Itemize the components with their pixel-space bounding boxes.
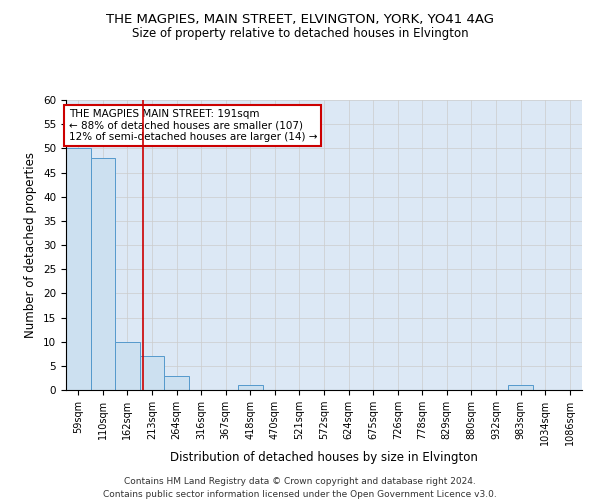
Bar bbox=[66, 148, 91, 390]
X-axis label: Distribution of detached houses by size in Elvington: Distribution of detached houses by size … bbox=[170, 450, 478, 464]
Text: THE MAGPIES MAIN STREET: 191sqm
← 88% of detached houses are smaller (107)
12% o: THE MAGPIES MAIN STREET: 191sqm ← 88% of… bbox=[68, 108, 317, 142]
Bar bbox=[164, 376, 189, 390]
Text: Size of property relative to detached houses in Elvington: Size of property relative to detached ho… bbox=[131, 28, 469, 40]
Text: Contains HM Land Registry data © Crown copyright and database right 2024.: Contains HM Land Registry data © Crown c… bbox=[124, 478, 476, 486]
Bar bbox=[115, 342, 140, 390]
Bar bbox=[238, 385, 263, 390]
Bar bbox=[508, 385, 533, 390]
Text: Contains public sector information licensed under the Open Government Licence v3: Contains public sector information licen… bbox=[103, 490, 497, 499]
Bar bbox=[140, 356, 164, 390]
Text: THE MAGPIES, MAIN STREET, ELVINGTON, YORK, YO41 4AG: THE MAGPIES, MAIN STREET, ELVINGTON, YOR… bbox=[106, 12, 494, 26]
Bar bbox=[91, 158, 115, 390]
Y-axis label: Number of detached properties: Number of detached properties bbox=[25, 152, 37, 338]
